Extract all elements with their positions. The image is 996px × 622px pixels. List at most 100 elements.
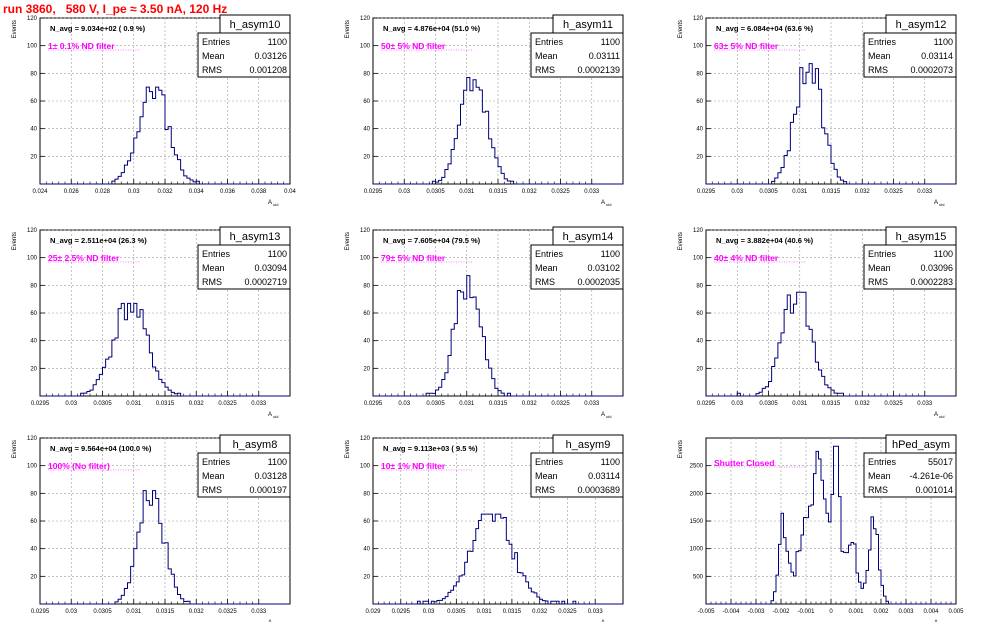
y-tick-label: 80 xyxy=(30,283,37,289)
x-axis-title: A uid xyxy=(601,412,611,419)
x-tick-label: 0.033 xyxy=(251,401,267,407)
y-tick-label: 20 xyxy=(696,366,703,372)
stats-box xyxy=(197,452,291,498)
y-tick-label: 60 xyxy=(363,519,370,525)
y-tick-label: 40 xyxy=(30,547,37,553)
y-tick-label: 100 xyxy=(360,256,371,262)
y-axis-title: Events xyxy=(678,440,684,458)
stats-value-rms: 0.001014 xyxy=(915,485,953,495)
histogram-line xyxy=(706,291,956,397)
stats-key-entries: Entries xyxy=(868,249,897,259)
stats-key-rms: RMS xyxy=(202,277,222,287)
x-tick-label: 0.0305 xyxy=(426,189,445,195)
y-axis-title: Events xyxy=(678,20,684,38)
y-tick-label: 1500 xyxy=(690,519,704,525)
x-tick-label: 0.031 xyxy=(459,189,475,195)
x-axis-title: A uid xyxy=(934,412,944,419)
stats-key-mean: Mean xyxy=(868,471,891,481)
x-tick-label: 0.0315 xyxy=(503,609,522,615)
y-tick-label: 60 xyxy=(696,99,703,105)
x-tick-label: -0.004 xyxy=(722,609,740,615)
stats-key-entries: Entries xyxy=(202,457,231,467)
stats-title: h_asym10 xyxy=(230,19,281,31)
x-tick-label: 0.0295 xyxy=(364,189,383,195)
filter-label: 63± 5% ND filter xyxy=(714,41,779,51)
x-tick-label: 0.032 xyxy=(522,189,538,195)
filter-label: 1± 0.1% ND filter xyxy=(48,41,115,51)
y-axis-title: Events xyxy=(12,20,18,38)
x-tick-label: 0.0295 xyxy=(697,401,716,407)
y-tick-label: 100 xyxy=(693,44,704,50)
x-tick-label: 0.033 xyxy=(584,189,600,195)
stats-value-mean: 0.03096 xyxy=(920,263,953,273)
x-tick-label: 0.024 xyxy=(32,189,48,195)
y-tick-label: 40 xyxy=(363,547,370,553)
stats-value-rms: 0.0002139 xyxy=(577,65,620,75)
y-tick-label: 40 xyxy=(30,127,37,133)
x-tick-label: 0.036 xyxy=(220,189,236,195)
x-tick-label: 0.032 xyxy=(189,609,205,615)
stats-title: h_asym13 xyxy=(230,231,281,243)
filter-label: 25± 2.5% ND filter xyxy=(48,253,120,263)
x-tick-label: 0.0295 xyxy=(364,401,383,407)
x-tick-label: 0.031 xyxy=(477,609,493,615)
y-tick-label: 80 xyxy=(696,283,703,289)
y-tick-label: 100 xyxy=(27,256,38,262)
x-axis-title: A uid xyxy=(934,200,944,207)
filter-label: Shutter Closed xyxy=(714,458,774,468)
x-tick-label: 0.0325 xyxy=(218,609,237,615)
stats-value-rms: 0.0003689 xyxy=(577,485,620,495)
x-tick-label: 0.03 xyxy=(65,609,77,615)
x-tick-label: 0.03 xyxy=(128,189,140,195)
x-tick-label: -0.002 xyxy=(772,609,790,615)
filter-label: 40± 4% ND filter xyxy=(714,253,779,263)
y-tick-label: 120 xyxy=(360,228,371,234)
filter-label: 50± 5% ND filter xyxy=(381,41,446,51)
stats-value-rms: 0.001208 xyxy=(249,65,287,75)
stats-box xyxy=(197,244,291,290)
stats-key-rms: RMS xyxy=(202,485,222,495)
x-tick-label: 0.0325 xyxy=(884,401,903,407)
x-tick-label: 0.033 xyxy=(917,189,933,195)
stats-key-mean: Mean xyxy=(868,51,891,61)
y-tick-label: 1000 xyxy=(690,547,704,553)
x-tick-label: 0.0295 xyxy=(392,609,411,615)
x-axis-title: A uid xyxy=(601,200,611,207)
y-tick-label: 20 xyxy=(696,154,703,160)
y-tick-label: 40 xyxy=(30,339,37,345)
histogram-line xyxy=(706,445,956,605)
y-tick-label: 120 xyxy=(693,228,704,234)
histogram-panel-h_asym12: 0.0295 0.03 0.0305 0.031 0.0315 0.032 0.0325 0.… xyxy=(678,14,957,207)
stats-box xyxy=(863,32,957,78)
navg-label: N_avg = 2.511e+04 (26.3 %) xyxy=(50,236,147,245)
y-tick-label: 80 xyxy=(363,283,370,289)
x-tick-label: 0.033 xyxy=(588,609,604,615)
y-axis-title: Events xyxy=(345,232,351,250)
stats-key-mean: Mean xyxy=(202,51,225,61)
stats-box xyxy=(530,452,624,498)
stats-key-rms: RMS xyxy=(868,277,888,287)
y-tick-label: 60 xyxy=(363,99,370,105)
x-tick-label: 0.0315 xyxy=(156,609,175,615)
navg-label: N_avg = 6.084e+04 (63.6 %) xyxy=(716,24,814,33)
filter-label: 79± 5% ND filter xyxy=(381,253,446,263)
stats-key-mean: Mean xyxy=(202,263,225,273)
stats-title: h_asym11 xyxy=(563,19,613,31)
stats-title: hPed_asym xyxy=(892,439,950,451)
stats-value-entries: 1100 xyxy=(268,457,287,467)
stats-key-entries: Entries xyxy=(535,457,564,467)
y-tick-label: 120 xyxy=(27,16,38,22)
x-tick-label: 0.031 xyxy=(126,401,142,407)
y-tick-label: 2000 xyxy=(690,491,704,497)
y-tick-label: 40 xyxy=(363,127,370,133)
stats-key-entries: Entries xyxy=(535,249,564,259)
stats-value-mean: 0.03111 xyxy=(589,51,620,61)
x-tick-label: 0.032 xyxy=(855,189,871,195)
y-tick-label: 100 xyxy=(360,464,371,470)
x-tick-label: 0.005 xyxy=(948,609,964,615)
x-tick-label: 0.03 xyxy=(731,189,743,195)
histogram-panel-h_asym14: 0.0295 0.03 0.0305 0.031 0.0315 0.032 0.0325 0.… xyxy=(345,226,624,419)
x-tick-label: 0.0325 xyxy=(551,189,570,195)
stats-value-entries: 1100 xyxy=(601,37,620,47)
